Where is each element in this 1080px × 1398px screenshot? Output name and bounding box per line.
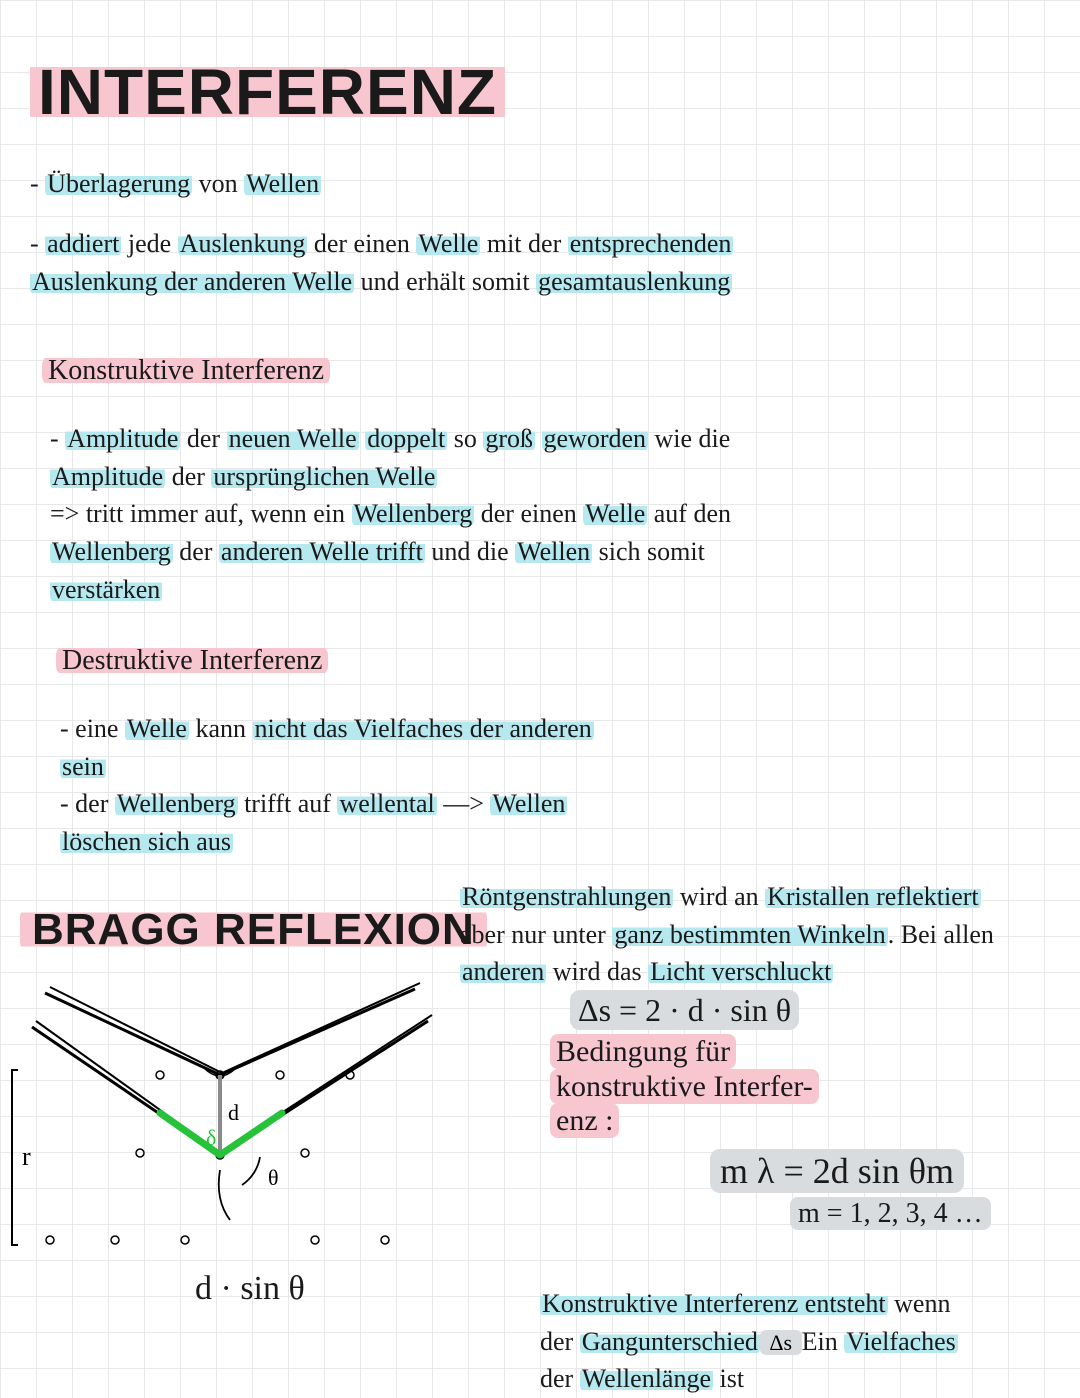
eq-delta-s: Δs = 2 · d · sin θ — [570, 992, 799, 1029]
text: Ein — [802, 1327, 845, 1356]
hl: Röntgenstrahlungen — [460, 882, 673, 911]
text: —> — [437, 789, 491, 818]
text: wenn — [888, 1289, 951, 1318]
text: - — [50, 424, 65, 453]
eq-mvals: m = 1, 2, 3, 4 … — [790, 1198, 991, 1230]
text: der — [173, 537, 219, 566]
hl: Kristallen reflektiert — [765, 882, 981, 911]
bragg-bottom-text: Konstruktive Interferenz entsteht wenn d… — [540, 1285, 1060, 1398]
hl: gesamtauslenkung — [536, 267, 732, 296]
hl: addiert — [45, 229, 121, 258]
hl: ursprünglichen Welle — [211, 462, 437, 491]
label-theta: θ — [268, 1165, 279, 1190]
text: aber nur unter — [460, 920, 612, 949]
atom-row-1 — [156, 1071, 354, 1079]
bragg-diagram: r d δ θ — [10, 985, 450, 1305]
text: - der — [60, 789, 115, 818]
condition-text: Bedingung für konstruktive Interfer- enz… — [550, 1035, 819, 1139]
subhead-destruktiv: Destruktive Interferenz — [56, 645, 328, 676]
hl: geworden — [542, 424, 649, 453]
text: und die — [425, 537, 515, 566]
text: und erhält somit — [354, 267, 536, 296]
hl: Welle — [583, 499, 647, 528]
hl: nicht das Vielfaches der anderen — [253, 714, 594, 743]
subhead-konstruktiv: Konstruktive Interferenz — [42, 355, 330, 386]
hl: Wellenberg — [352, 499, 475, 528]
text: wie die — [648, 424, 730, 453]
page-title: INTERFERENZ — [30, 56, 505, 128]
bullet-2: - addiert jede Auslenkung der einen Well… — [30, 225, 1050, 300]
theta-arc — [242, 1157, 260, 1185]
delta-s-inline: Δs — [760, 1330, 802, 1355]
text: jede — [121, 229, 177, 258]
hl: Licht verschluckt — [648, 957, 833, 986]
text: der einen — [307, 229, 416, 258]
hl: Wellen — [490, 789, 567, 818]
hl: sein — [60, 752, 106, 781]
text: der einen — [474, 499, 583, 528]
text — [535, 424, 542, 453]
ray-2 — [32, 1015, 432, 1155]
hl: ganz bestimmten Winkeln — [612, 920, 887, 949]
hl: Wellenberg — [115, 789, 238, 818]
hl: Konstruktive Interferenz entsteht — [540, 1289, 888, 1318]
bracket-icon — [12, 1070, 18, 1245]
hl: anderen — [460, 957, 546, 986]
text: der — [540, 1327, 580, 1356]
text: ist — [713, 1364, 744, 1393]
text: trifft auf — [238, 789, 338, 818]
hl: anderen Welle trifft — [219, 537, 425, 566]
hl: neuen Welle — [227, 424, 359, 453]
hl: Amplitude — [50, 462, 165, 491]
text: kann — [189, 714, 253, 743]
bragg-svg: r d δ θ — [10, 985, 450, 1305]
text: der — [165, 462, 211, 491]
hl: groß — [483, 424, 535, 453]
text: auf den — [647, 499, 731, 528]
text: mit der — [480, 229, 567, 258]
text: sich somit — [592, 537, 705, 566]
hl: wellental — [337, 789, 436, 818]
text: der — [540, 1364, 580, 1393]
eq-mlambda: m λ = 2d sin θm — [710, 1150, 964, 1192]
hl: Welle — [125, 714, 189, 743]
bullet-1: - Überlagerung von Wellen — [30, 165, 1030, 203]
hl: Wellenberg — [50, 537, 173, 566]
text: wird das — [546, 957, 648, 986]
hl: löschen sich aus — [60, 827, 233, 856]
hl: verstärken — [50, 575, 162, 604]
text: - — [30, 229, 45, 258]
text: - eine — [60, 714, 125, 743]
bragg-title: BRAGG REFLEXION — [20, 905, 487, 954]
hl: Wellenlänge — [580, 1364, 713, 1393]
hl: Auslenkung der anderen Welle — [30, 267, 354, 296]
bragg-text: Röntgenstrahlungen wird an Kristallen re… — [460, 878, 1070, 991]
hl: Amplitude — [65, 424, 180, 453]
pointer-icon — [219, 1170, 230, 1220]
label-dsintheta: d · sin θ — [195, 1270, 305, 1308]
hl: Wellen — [244, 169, 321, 198]
text: von — [192, 169, 244, 198]
atom-row-3 — [46, 1236, 389, 1244]
text: - — [30, 169, 45, 198]
label-d: d — [228, 1100, 239, 1125]
hl: doppelt — [365, 424, 447, 453]
hl: entsprechenden — [568, 229, 734, 258]
hl: Gangunterschied — [580, 1327, 760, 1356]
label-r: r — [22, 1142, 31, 1171]
hl: Welle — [416, 229, 480, 258]
label-delta: δ — [206, 1125, 216, 1150]
text: wird an — [673, 882, 765, 911]
hl: Vielfaches — [844, 1327, 958, 1356]
hl: Wellen — [515, 537, 592, 566]
text: . Bei allen — [888, 920, 994, 949]
text: der — [180, 424, 226, 453]
text: so — [447, 424, 483, 453]
hl: Auslenkung — [178, 229, 308, 258]
text: => tritt immer auf, wenn ein — [50, 499, 352, 528]
konstruktiv-body: - Amplitude der neuen Welle doppelt so g… — [50, 420, 1020, 608]
destruktiv-body: - eine Welle kann nicht das Vielfaches d… — [60, 710, 1030, 861]
hl: Überlagerung — [45, 169, 192, 198]
